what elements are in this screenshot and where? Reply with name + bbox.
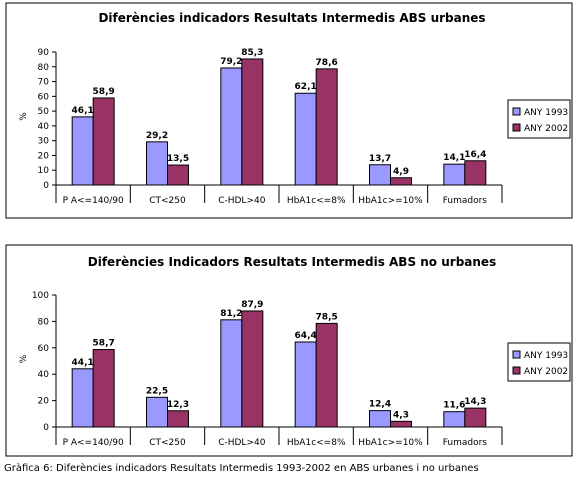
bar-any-1993 — [146, 141, 168, 186]
y-tick-label: 30 — [38, 137, 50, 147]
data-label: 58,9 — [93, 87, 115, 97]
chart-urbanes: Diferències indicadors Resultats Interme… — [5, 2, 573, 219]
legend: ANY 1993 ANY 2002 — [507, 99, 571, 139]
data-label: 4,3 — [393, 410, 409, 420]
data-label: 64,4 — [295, 331, 317, 341]
y-tick-label: 60 — [38, 344, 50, 354]
legend-swatch — [512, 350, 521, 359]
bar-any-2002 — [464, 160, 487, 186]
data-label: 81,2 — [220, 309, 242, 319]
chart-no-urbanes-title: Diferències Indicadors Resultats Interme… — [88, 255, 496, 269]
data-label: 12,3 — [167, 400, 189, 410]
data-label: 87,9 — [241, 300, 263, 310]
legend-entry: ANY 2002 — [524, 367, 568, 377]
data-label: 11,6 — [443, 401, 465, 411]
data-label: 85,3 — [241, 48, 263, 58]
y-tick-label: 0 — [43, 181, 49, 191]
y-tick-label: 80 — [38, 63, 50, 73]
legend-swatch — [512, 107, 521, 116]
x-tick-label: HbA1c<=8% — [287, 196, 346, 206]
legend-entry: ANY 1993 — [524, 351, 568, 361]
legend-box — [507, 99, 571, 139]
data-label: 29,2 — [146, 131, 168, 141]
y-tick-label: 70 — [38, 78, 50, 88]
legend-entry: ANY 1993 — [524, 108, 568, 118]
y-tick-label: 60 — [38, 92, 50, 102]
y-tick-label: 20 — [38, 397, 50, 407]
bar-any-1993 — [220, 67, 243, 186]
y-axis-label: % — [19, 354, 29, 363]
x-tick-label: HbA1c>=10% — [358, 438, 423, 448]
data-label: 14,1 — [443, 153, 465, 163]
data-label: 4,9 — [393, 167, 409, 177]
data-label: 22,5 — [146, 386, 168, 396]
data-label: 46,1 — [72, 106, 94, 116]
bar-any-2002 — [92, 97, 115, 186]
data-label: 58,7 — [93, 339, 115, 349]
y-tick-label: 0 — [43, 423, 49, 433]
bar-any-2002 — [464, 407, 487, 428]
x-tick-label: HbA1c<=8% — [287, 438, 346, 448]
bar-any-1993 — [443, 411, 466, 428]
chart-urbanes-title: Diferències indicadors Resultats Interme… — [98, 11, 485, 25]
x-tick-label: Fumadors — [443, 196, 488, 206]
x-tick-label: P A<=140/90 — [63, 438, 124, 448]
y-tick-label: 50 — [38, 107, 50, 117]
bar-any-1993 — [71, 368, 94, 428]
bar-any-2002 — [315, 322, 338, 428]
bar-any-1993 — [369, 164, 391, 186]
legend: ANY 1993 ANY 2002 — [507, 342, 571, 382]
bar-any-1993 — [294, 92, 317, 186]
legend-swatch — [512, 366, 521, 375]
bar-any-2002 — [390, 177, 412, 186]
bar-any-1993 — [369, 410, 391, 428]
y-tick-label: 40 — [38, 122, 50, 132]
legend-entry: ANY 2002 — [524, 124, 568, 134]
bar-any-2002 — [92, 349, 115, 428]
data-label: 12,4 — [369, 400, 391, 410]
chart-no-urbanes: Diferències Indicadors Resultats Interme… — [5, 244, 573, 457]
bar-any-2002 — [167, 164, 189, 186]
figure-caption: Gràfica 6: Diferències indicadors Result… — [4, 463, 479, 474]
y-tick-label: 90 — [38, 48, 50, 58]
bar-any-2002 — [390, 420, 412, 428]
data-label: 62,1 — [295, 82, 317, 92]
data-label: 14,3 — [464, 397, 486, 407]
bar-any-2002 — [315, 68, 338, 186]
bar-any-2002 — [167, 410, 189, 428]
bar-any-2002 — [241, 310, 264, 428]
y-tick-label: 20 — [38, 151, 50, 161]
y-tick-label: 40 — [38, 370, 50, 380]
bar-any-1993 — [294, 341, 317, 428]
x-tick-label: CT<250 — [149, 196, 186, 206]
data-label: 16,4 — [464, 150, 486, 160]
data-label: 13,5 — [167, 154, 189, 164]
x-tick-label: P A<=140/90 — [63, 196, 124, 206]
data-label: 44,1 — [72, 358, 94, 368]
bar-any-1993 — [146, 396, 168, 428]
x-tick-label: HbA1c>=10% — [358, 196, 423, 206]
legend-box — [507, 342, 571, 382]
data-label: 78,5 — [316, 312, 338, 322]
data-label: 78,6 — [316, 58, 338, 68]
legend-swatch — [512, 123, 521, 132]
bar-any-2002 — [241, 58, 264, 186]
data-label: 13,7 — [369, 154, 391, 164]
x-tick-label: C-HDL>40 — [218, 196, 266, 206]
bar-any-1993 — [220, 319, 243, 428]
y-axis-label: % — [19, 112, 29, 121]
x-tick-label: CT<250 — [149, 438, 186, 448]
x-tick-label: Fumadors — [443, 438, 488, 448]
bar-any-1993 — [443, 163, 466, 186]
y-tick-label: 80 — [38, 317, 50, 327]
bar-any-1993 — [71, 116, 94, 186]
x-tick-label: C-HDL>40 — [218, 438, 266, 448]
data-label: 79,2 — [220, 57, 242, 67]
y-tick-label: 100 — [32, 291, 49, 301]
y-tick-label: 10 — [38, 166, 50, 176]
